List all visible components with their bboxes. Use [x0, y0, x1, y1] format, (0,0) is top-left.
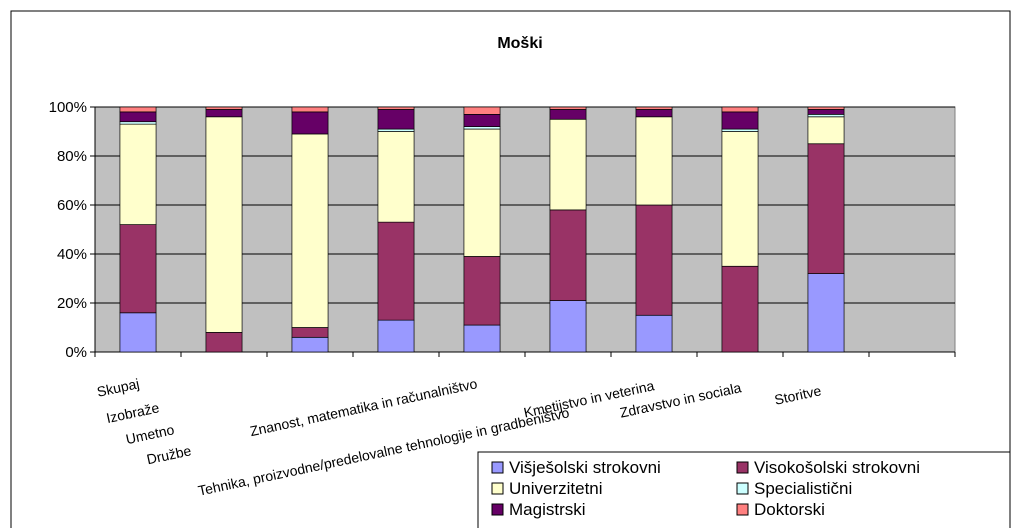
bar-segment	[721, 265, 759, 353]
legend-swatch	[736, 503, 749, 516]
legend-swatch	[491, 482, 504, 495]
legend-swatch	[736, 482, 749, 495]
bar-segment	[807, 106, 845, 110]
bar-segment	[463, 106, 501, 115]
bar-segment	[377, 221, 415, 321]
legend-swatch	[736, 461, 749, 474]
bar-segment	[377, 109, 415, 130]
bar-segment	[463, 256, 501, 326]
bar-segment	[205, 332, 243, 353]
bar-segment	[463, 324, 501, 353]
bar-segment	[291, 106, 329, 113]
legend-label: Magistrski	[509, 500, 586, 519]
legend-label: Visokošolski strokovni	[754, 458, 920, 477]
bar-segment	[291, 111, 329, 135]
bar-segment	[721, 131, 759, 267]
y-tick-label: 100%	[49, 99, 87, 116]
bar-segment	[377, 106, 415, 110]
bar-segment	[721, 128, 759, 132]
bar-segment	[807, 116, 845, 145]
bar-segment	[119, 123, 157, 225]
bar-segment	[807, 143, 845, 274]
bar-segment	[119, 106, 157, 113]
y-tick-label: 60%	[57, 197, 87, 214]
legend-label: Višješolski strokovni	[509, 458, 661, 477]
bar-segment	[463, 128, 501, 257]
bar-segment	[463, 113, 501, 127]
bar-segment	[119, 121, 157, 125]
legend-label: Univerzitetni	[509, 479, 603, 498]
bar-segment	[463, 126, 501, 130]
bar-segment	[205, 109, 243, 118]
bar-segment	[377, 319, 415, 353]
bar-segment	[377, 128, 415, 132]
bar-segment	[721, 106, 759, 113]
bar-segment	[549, 300, 587, 353]
bar-segment	[635, 109, 673, 118]
bar-segment	[377, 131, 415, 223]
bar-segment	[635, 106, 673, 110]
bar-segment	[119, 312, 157, 353]
bar-segment	[549, 106, 587, 110]
bar-segment	[205, 116, 243, 333]
bar-segment	[807, 113, 845, 118]
bar-segment	[635, 314, 673, 353]
bar-segment	[549, 109, 587, 120]
chart-title: Moški	[497, 35, 542, 52]
legend-swatch	[491, 503, 504, 516]
y-tick-label: 20%	[57, 295, 87, 312]
bar-segment	[721, 111, 759, 130]
bar-segment	[807, 109, 845, 115]
bar-segment	[205, 106, 243, 110]
legend-label: Doktorski	[754, 500, 825, 519]
y-tick-label: 0%	[65, 344, 87, 361]
bar-segment	[291, 133, 329, 328]
bar-segment	[549, 209, 587, 301]
bar-segment	[119, 111, 157, 123]
y-tick-label: 80%	[57, 148, 87, 165]
y-tick-label: 40%	[57, 246, 87, 263]
bar-segment	[635, 116, 673, 206]
bar-segment	[291, 327, 329, 338]
legend-label: Specialistični	[754, 479, 852, 498]
bar-segment	[635, 204, 673, 316]
bar-segment	[119, 224, 157, 314]
bar-segment	[291, 336, 329, 353]
legend-swatch	[491, 461, 504, 474]
bar-segment	[549, 118, 587, 211]
bar-segment	[807, 273, 845, 353]
